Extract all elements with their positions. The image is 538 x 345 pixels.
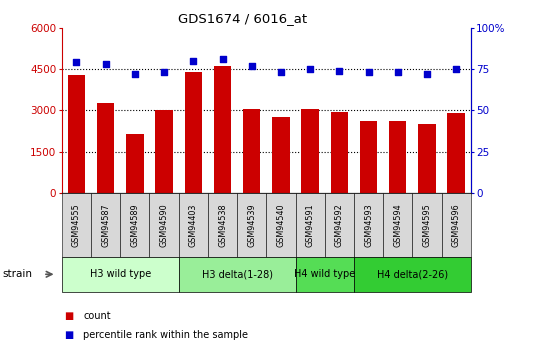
Point bbox=[306, 66, 314, 72]
Bar bbox=[448, 113, 465, 193]
Text: GSM94593: GSM94593 bbox=[364, 203, 373, 247]
Point bbox=[72, 60, 81, 65]
Bar bbox=[360, 121, 377, 193]
Text: H4 delta(2-26): H4 delta(2-26) bbox=[377, 269, 448, 279]
Text: H3 delta(1-28): H3 delta(1-28) bbox=[202, 269, 273, 279]
Point bbox=[277, 70, 285, 75]
Point bbox=[160, 70, 168, 75]
Text: GSM94539: GSM94539 bbox=[247, 203, 256, 247]
Bar bbox=[97, 104, 115, 193]
Text: count: count bbox=[83, 311, 111, 321]
Text: percentile rank within the sample: percentile rank within the sample bbox=[83, 330, 249, 339]
Text: ■: ■ bbox=[65, 311, 74, 321]
Text: GSM94596: GSM94596 bbox=[451, 203, 461, 247]
Text: H4 wild type: H4 wild type bbox=[294, 269, 355, 279]
Bar bbox=[272, 117, 289, 193]
Text: H3 wild type: H3 wild type bbox=[90, 269, 151, 279]
Text: GSM94592: GSM94592 bbox=[335, 203, 344, 247]
Text: GSM94540: GSM94540 bbox=[277, 203, 286, 247]
Bar bbox=[389, 121, 407, 193]
Point bbox=[101, 61, 110, 67]
Point bbox=[423, 71, 431, 77]
Text: GSM94589: GSM94589 bbox=[130, 203, 139, 247]
Point bbox=[189, 58, 197, 63]
Point bbox=[247, 63, 256, 68]
Text: GSM94595: GSM94595 bbox=[422, 203, 431, 247]
Point bbox=[335, 68, 344, 73]
Text: GDS1674 / 6016_at: GDS1674 / 6016_at bbox=[178, 12, 307, 25]
Bar bbox=[418, 124, 436, 193]
Text: GSM94590: GSM94590 bbox=[160, 203, 168, 247]
Point bbox=[393, 70, 402, 75]
Bar bbox=[214, 66, 231, 193]
Bar bbox=[243, 109, 260, 193]
Point bbox=[131, 71, 139, 77]
Bar bbox=[185, 72, 202, 193]
Text: GSM94403: GSM94403 bbox=[189, 204, 198, 247]
Bar bbox=[301, 109, 319, 193]
Text: GSM94594: GSM94594 bbox=[393, 203, 402, 247]
Point bbox=[364, 70, 373, 75]
Bar bbox=[126, 134, 144, 193]
Bar bbox=[68, 75, 85, 193]
Bar bbox=[155, 110, 173, 193]
Text: strain: strain bbox=[3, 269, 33, 279]
Text: GSM94555: GSM94555 bbox=[72, 203, 81, 247]
Point bbox=[218, 56, 227, 62]
Bar bbox=[330, 112, 348, 193]
Text: ■: ■ bbox=[65, 330, 74, 339]
Point bbox=[452, 66, 461, 72]
Text: GSM94591: GSM94591 bbox=[306, 203, 315, 247]
Text: GSM94587: GSM94587 bbox=[101, 203, 110, 247]
Text: GSM94538: GSM94538 bbox=[218, 203, 227, 247]
